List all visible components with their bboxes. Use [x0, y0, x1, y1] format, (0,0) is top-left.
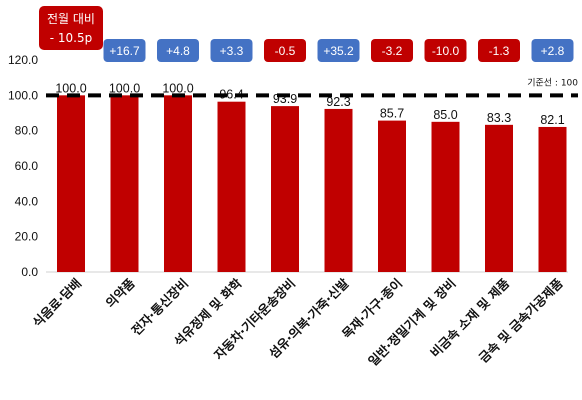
- bar: [324, 108, 353, 272]
- change-badge: +35.2: [317, 39, 360, 62]
- header-badge-box: [39, 6, 103, 50]
- change-badge-box: [157, 39, 199, 62]
- y-tick-label: 40.0: [15, 194, 39, 208]
- value-label: 82.1: [540, 113, 564, 127]
- change-badge: -0.5: [264, 39, 306, 62]
- bar: [57, 95, 85, 272]
- y-tick-label: 0.0: [21, 265, 38, 279]
- change-badge: -1.3: [478, 39, 520, 62]
- value-label: 85.0: [433, 108, 457, 122]
- header-badge-line1: 전월 대비: [47, 12, 95, 26]
- y-tick-label: 80.0: [15, 124, 39, 138]
- change-badge: +4.8: [157, 39, 199, 62]
- value-label: 85.7: [380, 107, 404, 121]
- change-badge-text: -10.0: [432, 44, 460, 58]
- change-badge: -3.2: [371, 39, 413, 62]
- change-badge-box: [317, 39, 360, 62]
- change-badge-text: +16.7: [109, 44, 140, 58]
- value-labels: 100.0 100.0 100.0 96.4 93.9 92.385.7 85.0 83.3 8…: [55, 81, 564, 127]
- y-tick-label: 60.0: [15, 159, 39, 173]
- change-badge: -10.0: [424, 39, 467, 62]
- value-label: 100.0: [109, 81, 140, 95]
- change-badge: +3.3: [210, 39, 253, 62]
- change-badge: +2.8: [531, 39, 574, 62]
- change-badge-text: -1.3: [489, 44, 510, 58]
- change-badge-text: +35.2: [323, 44, 354, 58]
- bar: [538, 126, 567, 272]
- change-badge: +16.7: [103, 39, 146, 62]
- reference-label: 기준선 : 100: [527, 77, 578, 88]
- value-label: 100.0: [162, 81, 193, 95]
- change-badges: +16.7 +4.8 +3.3 -0.5 +35.2 -3.2 -10.0 -1.3 +2.8: [103, 39, 574, 62]
- change-badge-text: +4.8: [166, 44, 190, 58]
- value-label: 100.0: [55, 81, 86, 95]
- y-tick-label: 20.0: [15, 230, 39, 244]
- category-label: 의약품: [103, 275, 138, 310]
- bar: [271, 106, 299, 272]
- y-tick-label: 120.0: [8, 53, 38, 67]
- bar: [485, 124, 513, 272]
- change-badge-box: [371, 39, 413, 62]
- change-badge-text: -3.2: [382, 44, 403, 58]
- bar: [164, 95, 192, 272]
- change-badge-text: -0.5: [275, 44, 296, 58]
- bar: [378, 120, 406, 272]
- header-badge: 전월 대비 - 10.5p: [39, 6, 103, 50]
- value-label: 92.3: [326, 95, 350, 109]
- change-badge-text: +3.3: [220, 44, 244, 58]
- change-badge-box: [210, 39, 253, 62]
- change-badge-box: [531, 39, 574, 62]
- change-badge-box: [264, 39, 306, 62]
- bar: [110, 95, 139, 272]
- y-tick-label: 100.0: [8, 88, 38, 102]
- change-badge-text: +2.8: [541, 44, 565, 58]
- bars: [57, 95, 567, 273]
- change-badge-box: [478, 39, 520, 62]
- bar: [431, 121, 460, 272]
- bar: [217, 101, 246, 273]
- value-label: 96.4: [219, 88, 243, 102]
- category-label: 식음료·담배: [29, 276, 84, 331]
- change-badge-box: [103, 39, 146, 62]
- value-label: 83.3: [487, 111, 511, 125]
- header-badge-line2: - 10.5p: [50, 31, 92, 45]
- change-badge-box: [424, 39, 467, 62]
